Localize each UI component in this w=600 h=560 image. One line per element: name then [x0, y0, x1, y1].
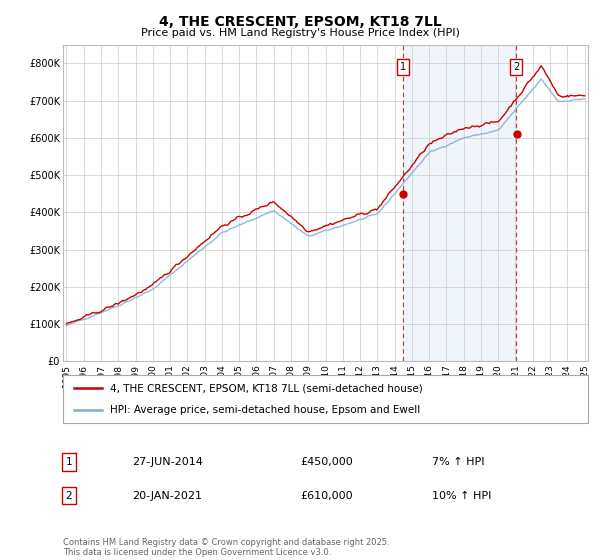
- Text: £610,000: £610,000: [300, 491, 353, 501]
- Text: 7% ↑ HPI: 7% ↑ HPI: [432, 457, 485, 467]
- Text: 1: 1: [400, 62, 406, 72]
- Bar: [403, 45, 517, 361]
- Text: Contains HM Land Registry data © Crown copyright and database right 2025.
This d: Contains HM Land Registry data © Crown c…: [63, 538, 389, 557]
- Text: 2: 2: [513, 62, 520, 72]
- Text: 2: 2: [65, 491, 73, 501]
- Text: 20-JAN-2021: 20-JAN-2021: [132, 491, 202, 501]
- Text: 4, THE CRESCENT, EPSOM, KT18 7LL: 4, THE CRESCENT, EPSOM, KT18 7LL: [158, 15, 442, 29]
- Text: HPI: Average price, semi-detached house, Epsom and Ewell: HPI: Average price, semi-detached house,…: [110, 405, 421, 415]
- Text: 4, THE CRESCENT, EPSOM, KT18 7LL (semi-detached house): 4, THE CRESCENT, EPSOM, KT18 7LL (semi-d…: [110, 383, 423, 393]
- Text: Price paid vs. HM Land Registry's House Price Index (HPI): Price paid vs. HM Land Registry's House …: [140, 28, 460, 38]
- Text: 27-JUN-2014: 27-JUN-2014: [132, 457, 203, 467]
- Text: 1: 1: [65, 457, 73, 467]
- Text: 10% ↑ HPI: 10% ↑ HPI: [432, 491, 491, 501]
- Text: £450,000: £450,000: [300, 457, 353, 467]
